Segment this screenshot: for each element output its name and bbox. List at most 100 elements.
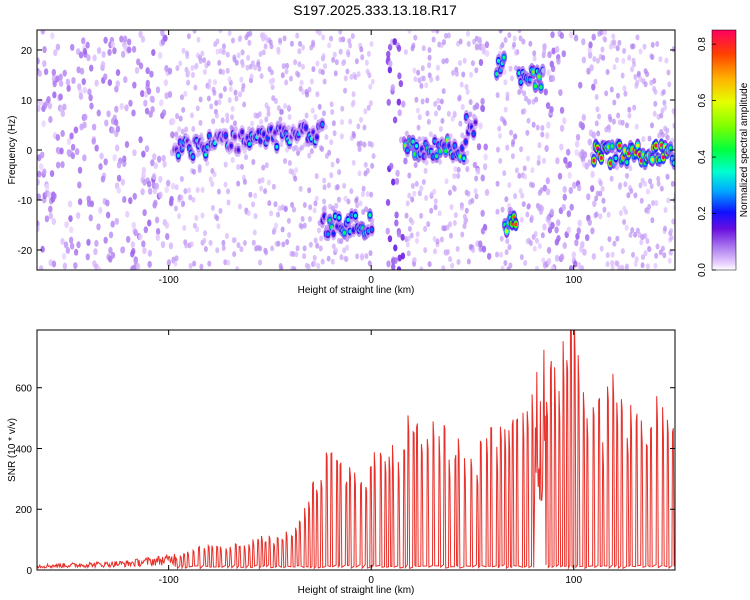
spectrogram-cell (48, 116, 53, 124)
spectrogram-cell (643, 81, 648, 88)
spectrogram-cell (86, 238, 91, 246)
spectrogram-cell (362, 141, 367, 148)
spectrogram-cell (340, 119, 345, 126)
spectrogram-cell (73, 262, 78, 270)
spectrogram-cell (189, 112, 194, 119)
spectrogram-cell (561, 50, 566, 58)
spectrogram-cell (426, 221, 431, 228)
spectrogram-cell (115, 144, 120, 152)
spectrogram-cell (466, 40, 471, 47)
spectrogram-cell (266, 110, 271, 117)
spectrogram-cell (264, 162, 269, 169)
spectrogram-cell (528, 240, 533, 247)
spectrogram-cell (281, 63, 286, 70)
spectrogram-cell (58, 93, 63, 101)
spectrogram-cell (449, 204, 454, 211)
spectrogram-cell (512, 35, 517, 42)
spectrogram-cell (360, 254, 365, 261)
spectrogram-cell (283, 103, 288, 110)
spectrogram-cell (143, 226, 149, 234)
spectrogram-cell (87, 88, 92, 96)
spectrogram-cell (460, 132, 465, 139)
spectrogram-cell (423, 247, 428, 254)
spectrogram-cell (94, 239, 99, 247)
spectrogram-cell (654, 143, 658, 148)
spectrogram-cell (483, 143, 488, 151)
spectrogram-cell (158, 175, 163, 183)
spectrogram-cell (116, 174, 122, 182)
spectrogram-cell (592, 158, 596, 163)
spectrogram-cell (199, 263, 204, 270)
spectrogram-cell (337, 215, 341, 220)
spectrogram-cell (656, 175, 661, 182)
spectrogram-cell (194, 215, 199, 222)
spectrogram-cell (96, 266, 102, 270)
spectrogram-cell (563, 156, 568, 164)
spectrogram-cell (331, 120, 336, 127)
spectrogram-cell (401, 100, 406, 108)
spectrogram-cell (626, 192, 631, 199)
spectrogram-cell (51, 74, 57, 82)
snr-ticks: -100 0 100 0 200 400 600 (15, 330, 675, 586)
spectrogram-cell (655, 40, 660, 47)
spectrogram-cell (596, 130, 601, 137)
spectrogram-cell (78, 92, 84, 100)
spectrogram-cell (132, 149, 137, 157)
spectrogram-cell (330, 258, 335, 265)
spectrogram-cell (232, 54, 237, 61)
spectrogram-cell (298, 40, 303, 47)
spectrogram-cell (432, 235, 437, 242)
spectrogram-cell (359, 46, 364, 53)
spectrogram-cell (246, 210, 251, 217)
spectrogram-cell (514, 167, 519, 174)
spectrogram-cell (273, 130, 277, 135)
spectrogram-cell (612, 240, 617, 247)
spectrogram-cell (331, 231, 336, 236)
spectrogram-cell (259, 118, 264, 125)
spectrogram-cell (510, 75, 515, 82)
spectrogram-cell (295, 32, 300, 39)
spectrogram-cell (542, 48, 547, 55)
spectrogram-cell (599, 30, 604, 36)
spectrogram-cell (388, 60, 393, 68)
spectrogram-cell (295, 245, 300, 252)
spectrogram-cell (302, 253, 307, 260)
spectrogram-cell (534, 237, 539, 244)
spectrogram-cell (48, 212, 54, 220)
spectrogram-cell (333, 70, 338, 77)
spectrogram-cell (121, 50, 126, 58)
spectrogram-cell (55, 161, 61, 169)
spectrogram-cell (361, 208, 366, 215)
spectrogram-cell (658, 56, 663, 63)
spectrogram-cell (105, 211, 111, 219)
spectrogram-cell (433, 198, 438, 205)
spectrogram-cell (116, 186, 121, 194)
spectrogram-cell (292, 266, 297, 270)
spectrogram-cell (276, 48, 281, 55)
spectrogram-cell (130, 250, 135, 258)
spectrogram-cell (419, 185, 424, 192)
spectrogram-cell (659, 185, 664, 192)
spectrogram-cell (513, 49, 518, 56)
spectrogram-cell (598, 180, 603, 187)
spectrogram-cell (277, 205, 282, 212)
spectrogram-cell (307, 216, 312, 223)
spectrogram-cell (587, 138, 592, 146)
spectrogram-cell (591, 33, 596, 41)
spectrogram-cell (65, 78, 71, 86)
spectrogram-cell (365, 167, 370, 174)
spectrogram-cell (450, 262, 455, 269)
spectrogram-cell (246, 54, 251, 61)
spectrogram-cell (424, 159, 429, 166)
spectrogram-cell (502, 120, 507, 127)
spectrogram-cell (308, 204, 313, 211)
spectrogram-cell (240, 61, 245, 68)
spectrogram-cell (340, 105, 345, 112)
spectrogram-cell (667, 257, 672, 264)
spectrogram-cell (266, 105, 271, 112)
spectrogram-cell (541, 67, 546, 75)
spectrogram-cell (567, 171, 572, 179)
spectrogram-cell (469, 71, 474, 78)
spectrogram-cell (124, 104, 129, 112)
spectrogram-cell (514, 222, 518, 227)
